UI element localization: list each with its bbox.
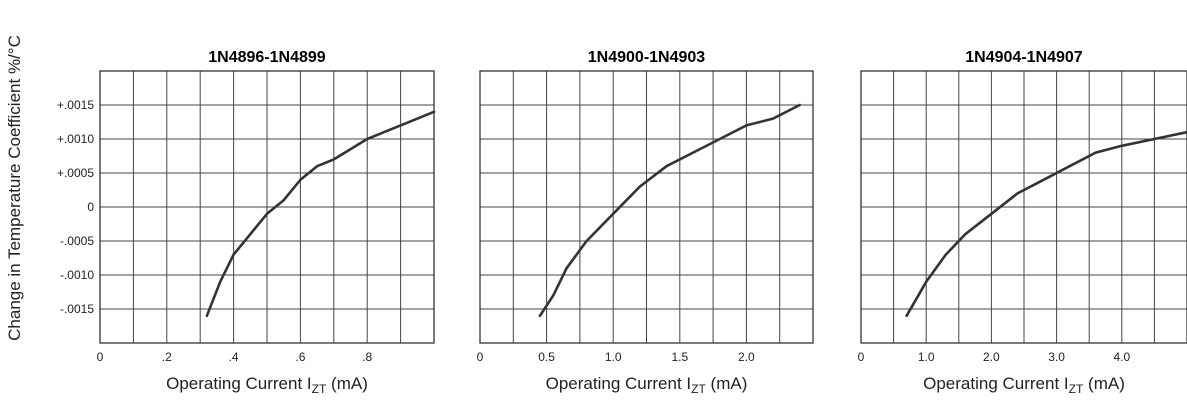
y-tick-label: 0 [87, 200, 94, 214]
chart-title: 1N4904-1N4907 [965, 49, 1083, 66]
x-tick-label: 2.0 [983, 350, 1000, 364]
chart-panel-2: 1N4900-1N4903 0 0.5 1.0 1.5 2.0 Operating Curr… [477, 49, 814, 396]
x-axis-label: Operating Current IZT (mA) [923, 374, 1125, 396]
y-tick-label: -.0005 [60, 234, 94, 248]
x-tick-label: 2.0 [738, 350, 755, 364]
y-tick-label: +.0010 [57, 132, 94, 146]
x-tick-label: .2 [162, 350, 172, 364]
y-tick-label: +.0015 [57, 98, 94, 112]
chart-title: 1N4896-1N4899 [208, 49, 326, 66]
y-tick-label: +.0005 [57, 166, 94, 180]
y-tick-label: -.0015 [60, 302, 94, 316]
x-tick-label: 0 [858, 350, 865, 364]
x-tick-label: 0 [477, 350, 484, 364]
plot-frame [860, 70, 1187, 344]
x-tick-label: 0.5 [538, 350, 555, 364]
series-line-1 [205, 110, 436, 318]
plot-frame [479, 70, 814, 344]
series-line-1 [538, 103, 801, 318]
x-tick-label: 1.0 [918, 350, 935, 364]
chart-panel-3: 1N4904-1N4907 0 1.0 2.0 3.0 4.0 Operating Curr… [858, 49, 1187, 396]
x-tick-label: .6 [295, 350, 305, 364]
x-tick-label: 4.0 [1113, 350, 1130, 364]
x-tick-label: 3.0 [1048, 350, 1065, 364]
chart-panel-1: 1N4896-1N4899 +.0015 +.0010 +.0005 0 -.0005 -.… [57, 49, 436, 396]
x-tick-label: 0 [97, 350, 104, 364]
x-axis-label: Operating Current IZT (mA) [166, 374, 368, 396]
x-tick-label: .4 [229, 350, 239, 364]
y-tick-label: -.0010 [60, 268, 94, 282]
plot-frame [99, 70, 435, 344]
chart-title: 1N4900-1N4903 [588, 49, 706, 66]
x-tick-label: 1.0 [605, 350, 622, 364]
x-tick-label: .8 [362, 350, 372, 364]
x-axis-label: Operating Current IZT (mA) [546, 374, 748, 396]
series-line-1 [905, 130, 1187, 318]
x-tick-label: 1.5 [671, 350, 688, 364]
